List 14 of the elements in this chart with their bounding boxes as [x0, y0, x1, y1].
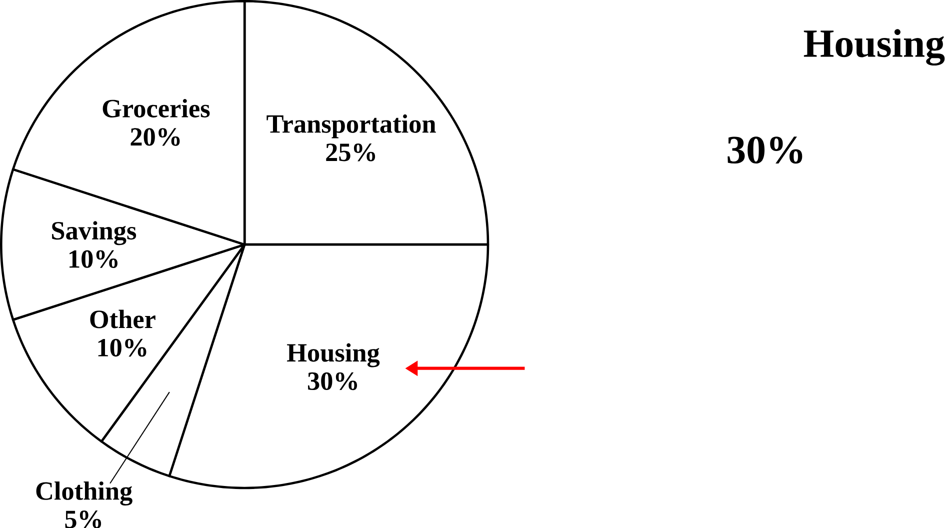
slice-label: Other — [90, 310, 156, 328]
slice-label: Groceries — [102, 98, 210, 118]
data-label: 30% — [308, 372, 357, 390]
data-label: 20% — [130, 128, 180, 146]
data-label: 10% — [98, 338, 146, 356]
slice-label: Savings — [52, 220, 136, 245]
slice-label: Clothing — [36, 481, 132, 506]
data-label: 10% — [70, 250, 118, 268]
text: Housing — [804, 28, 945, 66]
data-label: 5% — [65, 510, 102, 528]
data-label: 25% — [326, 143, 376, 162]
slice-label: Housing — [287, 343, 380, 368]
text: 30% — [728, 136, 802, 164]
slice-label: Transportation — [266, 114, 436, 138]
